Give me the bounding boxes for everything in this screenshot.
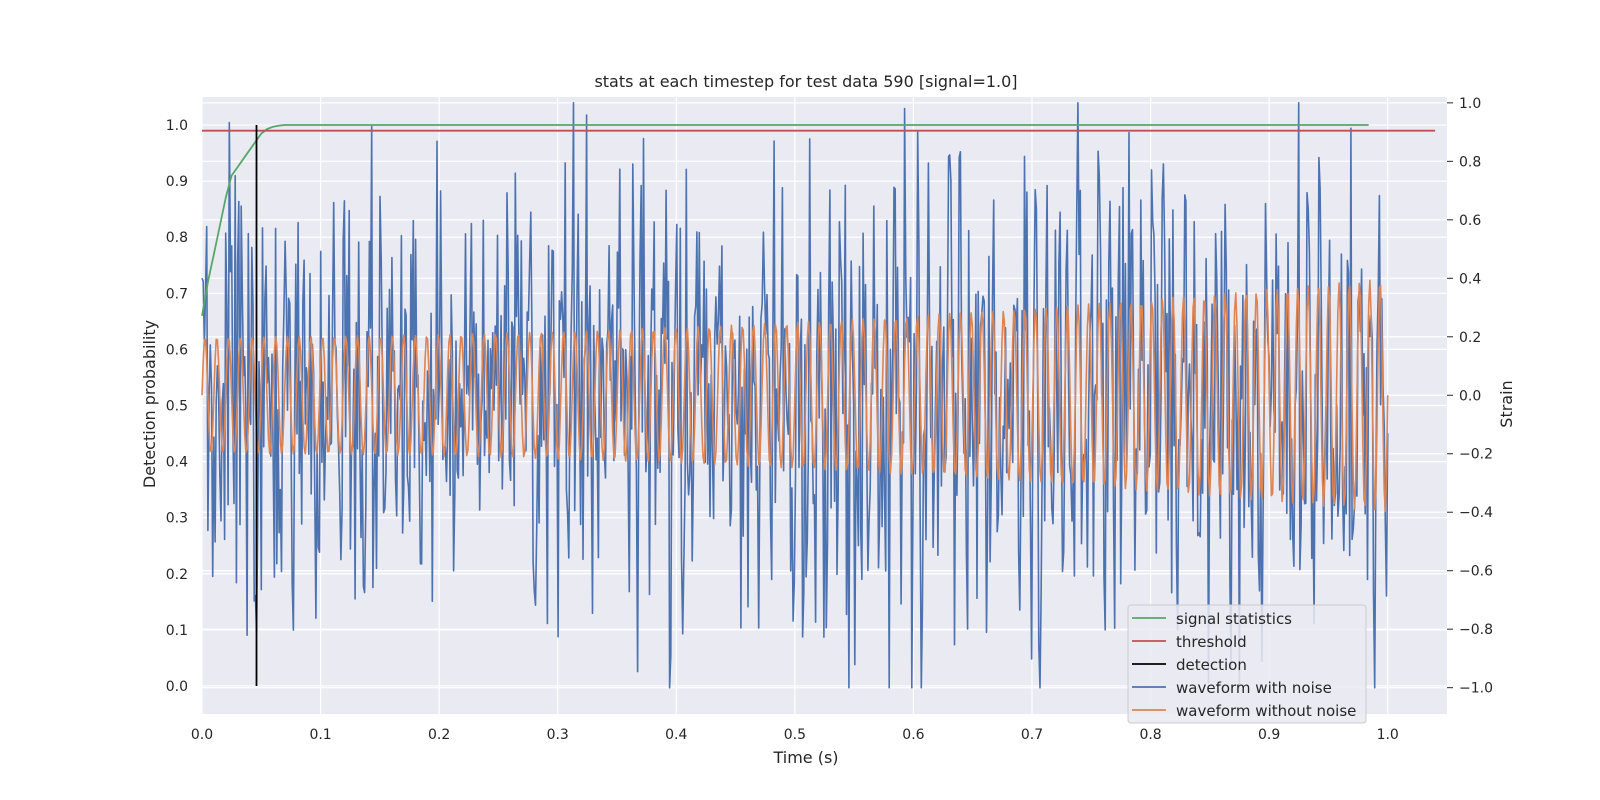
y2-tick-label: −1.0 [1459, 681, 1493, 697]
legend: signal statistics threshold detection wa… [1127, 604, 1367, 724]
legend-label: waveform with noise [1176, 679, 1332, 697]
y-tick-label: 0.3 [166, 511, 188, 527]
x-tick-label: 0.2 [428, 727, 450, 743]
y-tick-label: 0.4 [166, 455, 188, 471]
series-line-waveform-without-noise [201, 279, 1389, 513]
y2-tick-label: 0.8 [1459, 154, 1481, 170]
x-tick-label: 0.8 [1139, 727, 1161, 743]
y-tick-label: 0.5 [166, 399, 188, 415]
y-tick-label: 0.0 [166, 679, 188, 695]
x-tick-label: 0.9 [1258, 727, 1280, 743]
y-tick-label: 0.7 [166, 286, 188, 302]
x-tick-label: 0.6 [902, 727, 924, 743]
legend-label: threshold [1176, 633, 1247, 651]
legend-label: detection [1176, 656, 1247, 674]
legend-label: waveform without noise [1176, 702, 1356, 720]
series-layer [201, 102, 1436, 689]
y-axis-ticks: 0.0 0.1 0.2 0.3 0.4 0.5 0.6 0.7 0.8 0.9 1.0 [166, 118, 188, 695]
y2-tick-label: 0.4 [1459, 271, 1481, 287]
y-tick-label: 0.1 [166, 623, 188, 639]
series-line-signal-statistics [201, 124, 1369, 316]
y2-axis-ticks: −1.0 −0.8 −0.6 −0.4 −0.2 0.0 0.2 0.4 0.6 0.8 1.0 [1447, 96, 1493, 697]
y2-tick-label: −0.8 [1459, 622, 1493, 638]
series-line-waveform-with-noise [201, 102, 1389, 689]
chart-title: stats at each timestep for test data 590… [594, 72, 1017, 91]
y-tick-label: 0.8 [166, 230, 188, 246]
x-tick-label: 0.5 [784, 727, 806, 743]
legend-box [1127, 604, 1367, 724]
y-tick-label: 0.9 [166, 174, 188, 190]
legend-label: signal statistics [1176, 610, 1292, 628]
y2-tick-label: 0.2 [1459, 330, 1481, 346]
x-tick-label: 0.7 [1021, 727, 1043, 743]
y-axis-label: Detection probability [140, 320, 159, 488]
x-tick-label: 0.4 [665, 727, 687, 743]
x-axis-label: Time (s) [772, 748, 838, 767]
y2-tick-label: −0.2 [1459, 447, 1493, 463]
x-tick-label: 0.3 [547, 727, 569, 743]
x-tick-label: 0.0 [191, 727, 213, 743]
y2-tick-label: 0.0 [1459, 388, 1481, 404]
y-tick-label: 0.6 [166, 342, 188, 358]
y2-axis-label: Strain [1497, 380, 1516, 427]
y-tick-label: 1.0 [166, 118, 188, 134]
x-tick-label: 1.0 [1377, 727, 1399, 743]
y2-tick-label: −0.4 [1459, 505, 1493, 521]
y-tick-label: 0.2 [166, 567, 188, 583]
y2-tick-label: 0.6 [1459, 213, 1481, 229]
x-tick-label: 0.1 [309, 727, 331, 743]
y2-tick-label: −0.6 [1459, 564, 1493, 580]
x-axis-ticks: 0.0 0.1 0.2 0.3 0.4 0.5 0.6 0.7 0.8 0.9 1.0 [191, 727, 1399, 743]
y2-tick-label: 1.0 [1459, 96, 1481, 112]
